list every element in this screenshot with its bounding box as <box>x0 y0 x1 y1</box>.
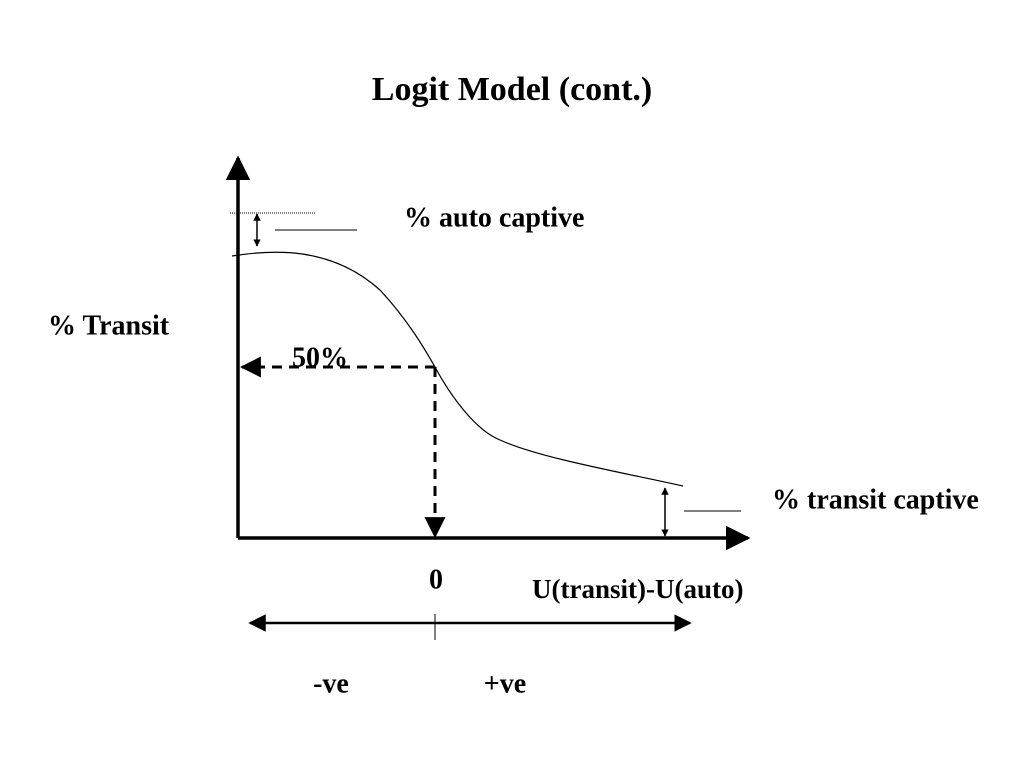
transit-captive-label: % transit captive <box>772 484 979 515</box>
negative-label: -ve <box>313 668 349 699</box>
origin-label: 0 <box>429 564 443 595</box>
title: Logit Model (cont.) <box>372 71 652 108</box>
midpoint-label: 50% <box>292 342 348 373</box>
x-axis-label: U(transit)-U(auto) <box>532 574 743 604</box>
y-axis-label: % Transit <box>48 310 170 341</box>
positive-label: +ve <box>484 668 526 699</box>
auto-captive-label: % auto captive <box>404 202 584 233</box>
